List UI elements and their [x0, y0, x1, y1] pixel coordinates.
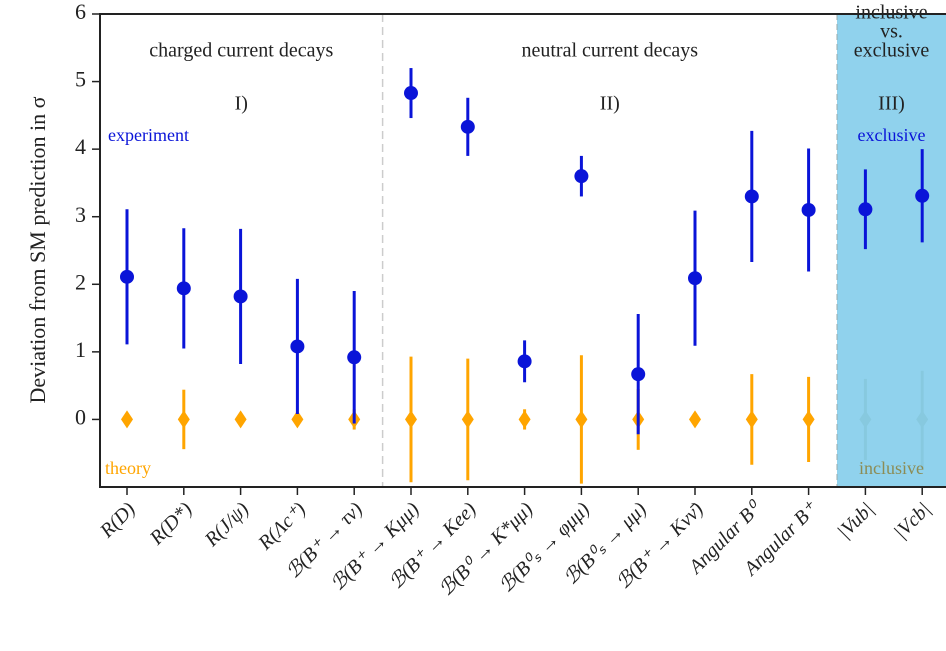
- marker: [234, 410, 247, 429]
- marker: [801, 202, 816, 217]
- marker: [120, 269, 134, 284]
- x-tick-label: R(J/ψ): [200, 498, 254, 552]
- section-number: III): [878, 93, 905, 115]
- marker: [291, 410, 304, 429]
- y-tick-label: 6: [75, 0, 86, 24]
- section-title: exclusive: [854, 40, 930, 62]
- marker: [575, 410, 588, 429]
- marker: [518, 410, 531, 429]
- y-tick-label: 3: [75, 202, 86, 227]
- section-title: charged current decays: [149, 40, 333, 62]
- y-tick-label: 2: [75, 269, 86, 294]
- x-tick-label: |Vcb|: [890, 498, 935, 543]
- series-label: theory: [105, 458, 151, 478]
- section-title: vs.: [880, 21, 903, 43]
- section-number: I): [235, 93, 248, 115]
- marker: [915, 188, 930, 203]
- y-tick-label: 5: [75, 67, 86, 92]
- marker: [460, 119, 475, 134]
- marker: [176, 281, 191, 296]
- marker: [631, 367, 646, 382]
- section-title: neutral current decays: [522, 40, 699, 62]
- marker: [404, 86, 418, 101]
- marker: [745, 410, 758, 429]
- marker: [461, 410, 474, 429]
- marker: [688, 271, 702, 286]
- section-title: inclusive: [855, 2, 927, 24]
- marker: [233, 289, 248, 304]
- marker: [121, 410, 133, 429]
- series-label: experiment: [108, 125, 189, 145]
- y-tick-label: 0: [75, 404, 86, 429]
- marker: [802, 410, 815, 429]
- x-tick-label: R(Λc⁺): [254, 498, 311, 555]
- marker: [858, 202, 873, 217]
- section-number: II): [600, 93, 620, 115]
- x-tick-label: R(D): [95, 498, 140, 543]
- marker: [290, 339, 305, 354]
- marker: [405, 410, 417, 429]
- region-label: inclusive: [859, 458, 924, 478]
- marker: [177, 410, 190, 429]
- marker: [574, 169, 589, 184]
- marker: [347, 350, 362, 365]
- x-tick-label: R(D*): [145, 498, 197, 550]
- axes-frame: [99, 13, 946, 488]
- y-tick-label: 4: [75, 134, 86, 159]
- marker: [689, 410, 701, 429]
- marker: [744, 189, 759, 204]
- x-tick-label: |Vub|: [833, 498, 878, 543]
- y-axis-label: Deviation from SM prediction in σ: [25, 96, 50, 403]
- marker: [517, 354, 532, 369]
- region-label: exclusive: [858, 125, 926, 145]
- y-tick-label: 1: [75, 337, 86, 362]
- shaded-region: [837, 14, 946, 487]
